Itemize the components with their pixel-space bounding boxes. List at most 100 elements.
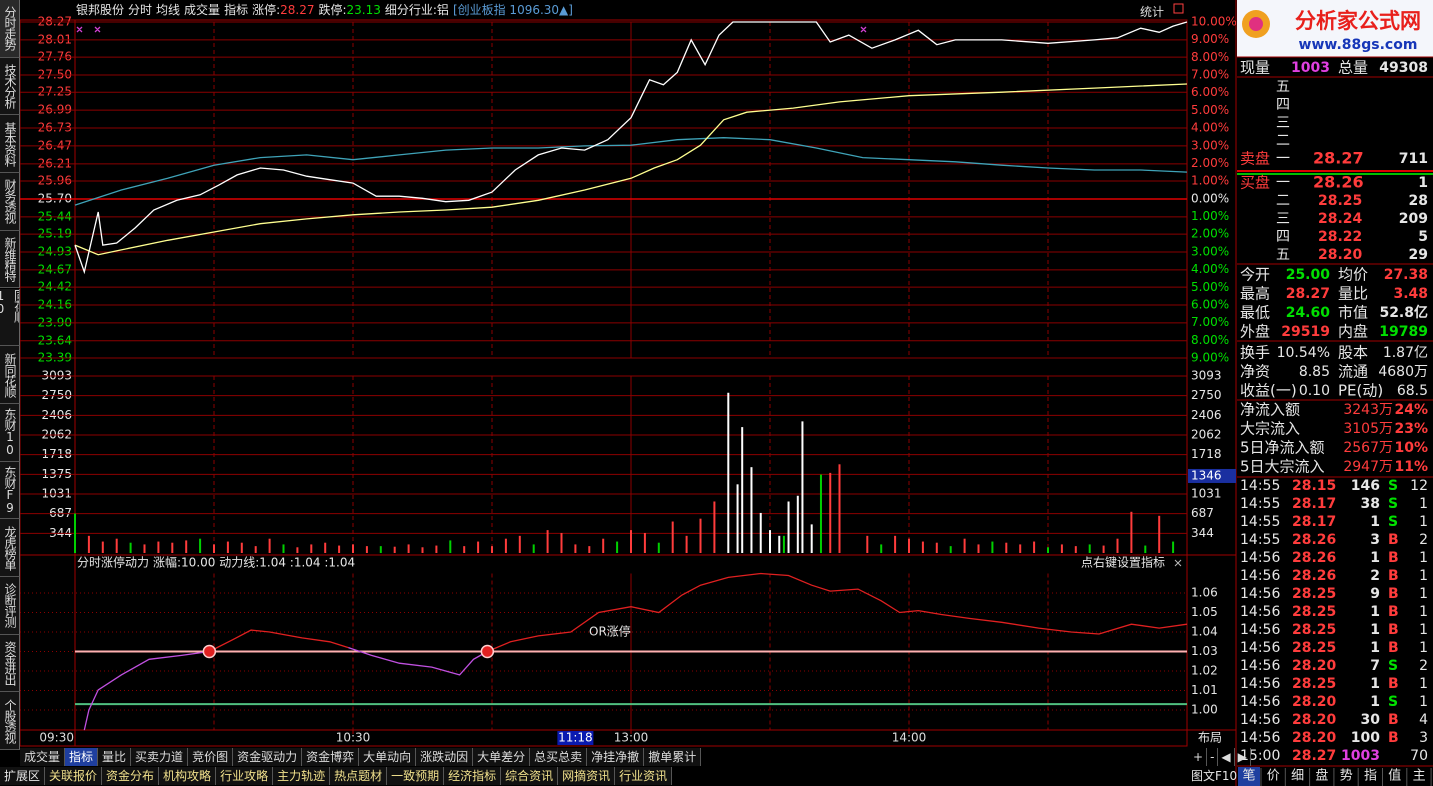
volume-bar <box>699 518 702 553</box>
side-tab[interactable]: 分时走势 <box>0 0 20 58</box>
trade-time: 14:56 <box>1240 730 1280 746</box>
close-icon[interactable] <box>1174 559 1182 567</box>
trade-side: S <box>1388 478 1398 494</box>
trade-count: 1 <box>1419 622 1428 638</box>
volume-bar <box>560 532 563 553</box>
trade-side: B <box>1388 730 1399 746</box>
volume-bar <box>727 392 730 553</box>
bottom-tab[interactable]: 资金驱动力 <box>233 748 303 766</box>
stat-value: 8.85 <box>1299 364 1330 380</box>
bottom-link[interactable]: 关联报价 <box>45 767 103 785</box>
side-tab[interactable]: 新维精特 <box>0 230 20 289</box>
panel-tab[interactable]: 细 <box>1291 769 1304 784</box>
side-tab[interactable]: 同花顺10 <box>0 288 20 347</box>
side-tab[interactable]: 财务透视 <box>0 173 20 231</box>
bottom-link[interactable]: 经济指标 <box>444 767 502 785</box>
bottom-link[interactable]: 机构攻略 <box>159 767 217 785</box>
y-tick-label: 1.00 <box>1191 703 1218 717</box>
trade-side: B <box>1388 586 1399 602</box>
nav-button[interactable]: ▶ <box>1235 748 1251 766</box>
bottom-tab[interactable]: 成交量 <box>20 748 66 766</box>
side-tab[interactable]: 东财F9 <box>0 461 20 520</box>
volume-bar <box>630 530 632 553</box>
bottom-tab[interactable]: 涨跌动因 <box>416 748 474 766</box>
header-menu[interactable]: 成交量 <box>184 3 221 17</box>
stats-button[interactable]: 统计 <box>1140 5 1165 19</box>
panel-tab[interactable]: 价 <box>1267 769 1280 784</box>
bottom-tab[interactable]: 大单差分 <box>473 748 531 766</box>
limit-up: 28.27 <box>280 3 315 17</box>
volume-bar <box>643 532 646 553</box>
bottom-tab[interactable]: 竞价图 <box>188 748 234 766</box>
side-tab[interactable]: 资金进出 <box>0 634 20 693</box>
nav-button[interactable]: - <box>1207 748 1219 766</box>
bottom-link[interactable]: 行业资讯 <box>615 767 673 785</box>
bottom-link[interactable]: 资金分布 <box>102 767 160 785</box>
stat-value: 68.5 <box>1397 383 1428 399</box>
signal-cross <box>76 26 867 33</box>
trade-time: 14:55 <box>1240 478 1280 494</box>
panel-tab[interactable]: 指 <box>1364 769 1377 784</box>
trade-side: S <box>1388 496 1398 512</box>
panel-tab[interactable]: 势 <box>1340 768 1353 784</box>
f10-button[interactable]: 图文F10 <box>1191 769 1238 783</box>
bottom-tab[interactable]: 大单动向 <box>359 748 417 766</box>
index-quote: [创业板指 1096.30▲] <box>452 3 573 17</box>
stat-label: 今开 <box>1240 266 1270 284</box>
bottom-tab[interactable]: 撤单累计 <box>644 748 702 766</box>
industry: 细分行业:铝 <box>384 3 449 17</box>
volume-bar <box>1033 541 1036 553</box>
series-line <box>74 21 1188 275</box>
volume-bar <box>810 524 813 553</box>
flow-value: 3243万 <box>1343 402 1393 418</box>
side-tab[interactable]: 诊断评测 <box>0 577 20 635</box>
volume-bar <box>407 544 410 553</box>
panel-tab[interactable]: 值 <box>1388 768 1401 784</box>
panel-tab[interactable]: 笔 <box>1242 768 1255 784</box>
side-tab[interactable]: 基本资料 <box>0 115 20 174</box>
trade-side: B <box>1388 568 1399 584</box>
side-tab[interactable]: 技术分析 <box>0 57 20 116</box>
bottom-tab[interactable]: 资金博弈 <box>302 748 360 766</box>
bottom-tab[interactable]: 总买总卖 <box>530 748 588 766</box>
stat-value: 28.27 <box>1286 286 1330 302</box>
volume-bar <box>977 544 980 553</box>
header-menu[interactable]: 分时 <box>128 3 153 17</box>
side-tab[interactable]: 个股透视 <box>0 692 20 751</box>
bottom-link[interactable]: 网摘资讯 <box>558 767 616 785</box>
trade-volume: 3 <box>1370 532 1380 548</box>
bottom-link[interactable]: 综合资讯 <box>501 767 559 785</box>
stat-label: 均价 <box>1338 266 1368 284</box>
bottom-link[interactable]: 扩展区 <box>0 767 46 785</box>
bottom-tab[interactable]: 指标 <box>65 748 99 766</box>
bottom-tab[interactable]: 量比 <box>98 748 132 766</box>
volume-bar <box>894 535 897 553</box>
nav-button[interactable]: ◀ <box>1218 748 1235 766</box>
side-tab[interactable]: 东财10 <box>0 403 20 462</box>
trade-price: 28.27 <box>1292 748 1336 764</box>
logo-title: 分析家公式网 <box>1295 9 1421 33</box>
panel-tab[interactable]: 主 <box>1413 769 1426 784</box>
header-menu[interactable]: 指标 <box>224 3 249 17</box>
bottom-tab[interactable]: 买卖力道 <box>131 748 189 766</box>
trade-side: B <box>1388 604 1399 620</box>
stat-label: 量比 <box>1338 285 1368 303</box>
nav-buttons: + - ◀ ▶ <box>1190 748 1251 766</box>
side-tab[interactable]: 龙虎榜单 <box>0 519 20 577</box>
window-button[interactable] <box>1173 3 1184 14</box>
y-tick-label: 2062 <box>1191 428 1222 442</box>
bottom-link[interactable]: 行业攻略 <box>216 767 274 785</box>
volume-bar <box>449 540 452 553</box>
panel-tab[interactable]: 盘 <box>1315 768 1328 784</box>
stat-value: 4680万 <box>1378 364 1428 380</box>
volume-bar <box>87 535 90 553</box>
volume-bar <box>143 544 146 553</box>
side-tab[interactable]: 新同花顺 <box>0 346 20 404</box>
bottom-tab[interactable]: 净挂净撤 <box>587 748 645 766</box>
header-menu[interactable]: 均线 <box>156 3 181 17</box>
bottom-link[interactable]: 热点题材 <box>330 767 388 785</box>
bottom-link[interactable]: 一致预期 <box>387 767 445 785</box>
bottom-link[interactable]: 主力轨迹 <box>273 767 331 785</box>
nav-button[interactable]: + <box>1190 748 1208 766</box>
trade-price: 28.25 <box>1292 586 1336 602</box>
